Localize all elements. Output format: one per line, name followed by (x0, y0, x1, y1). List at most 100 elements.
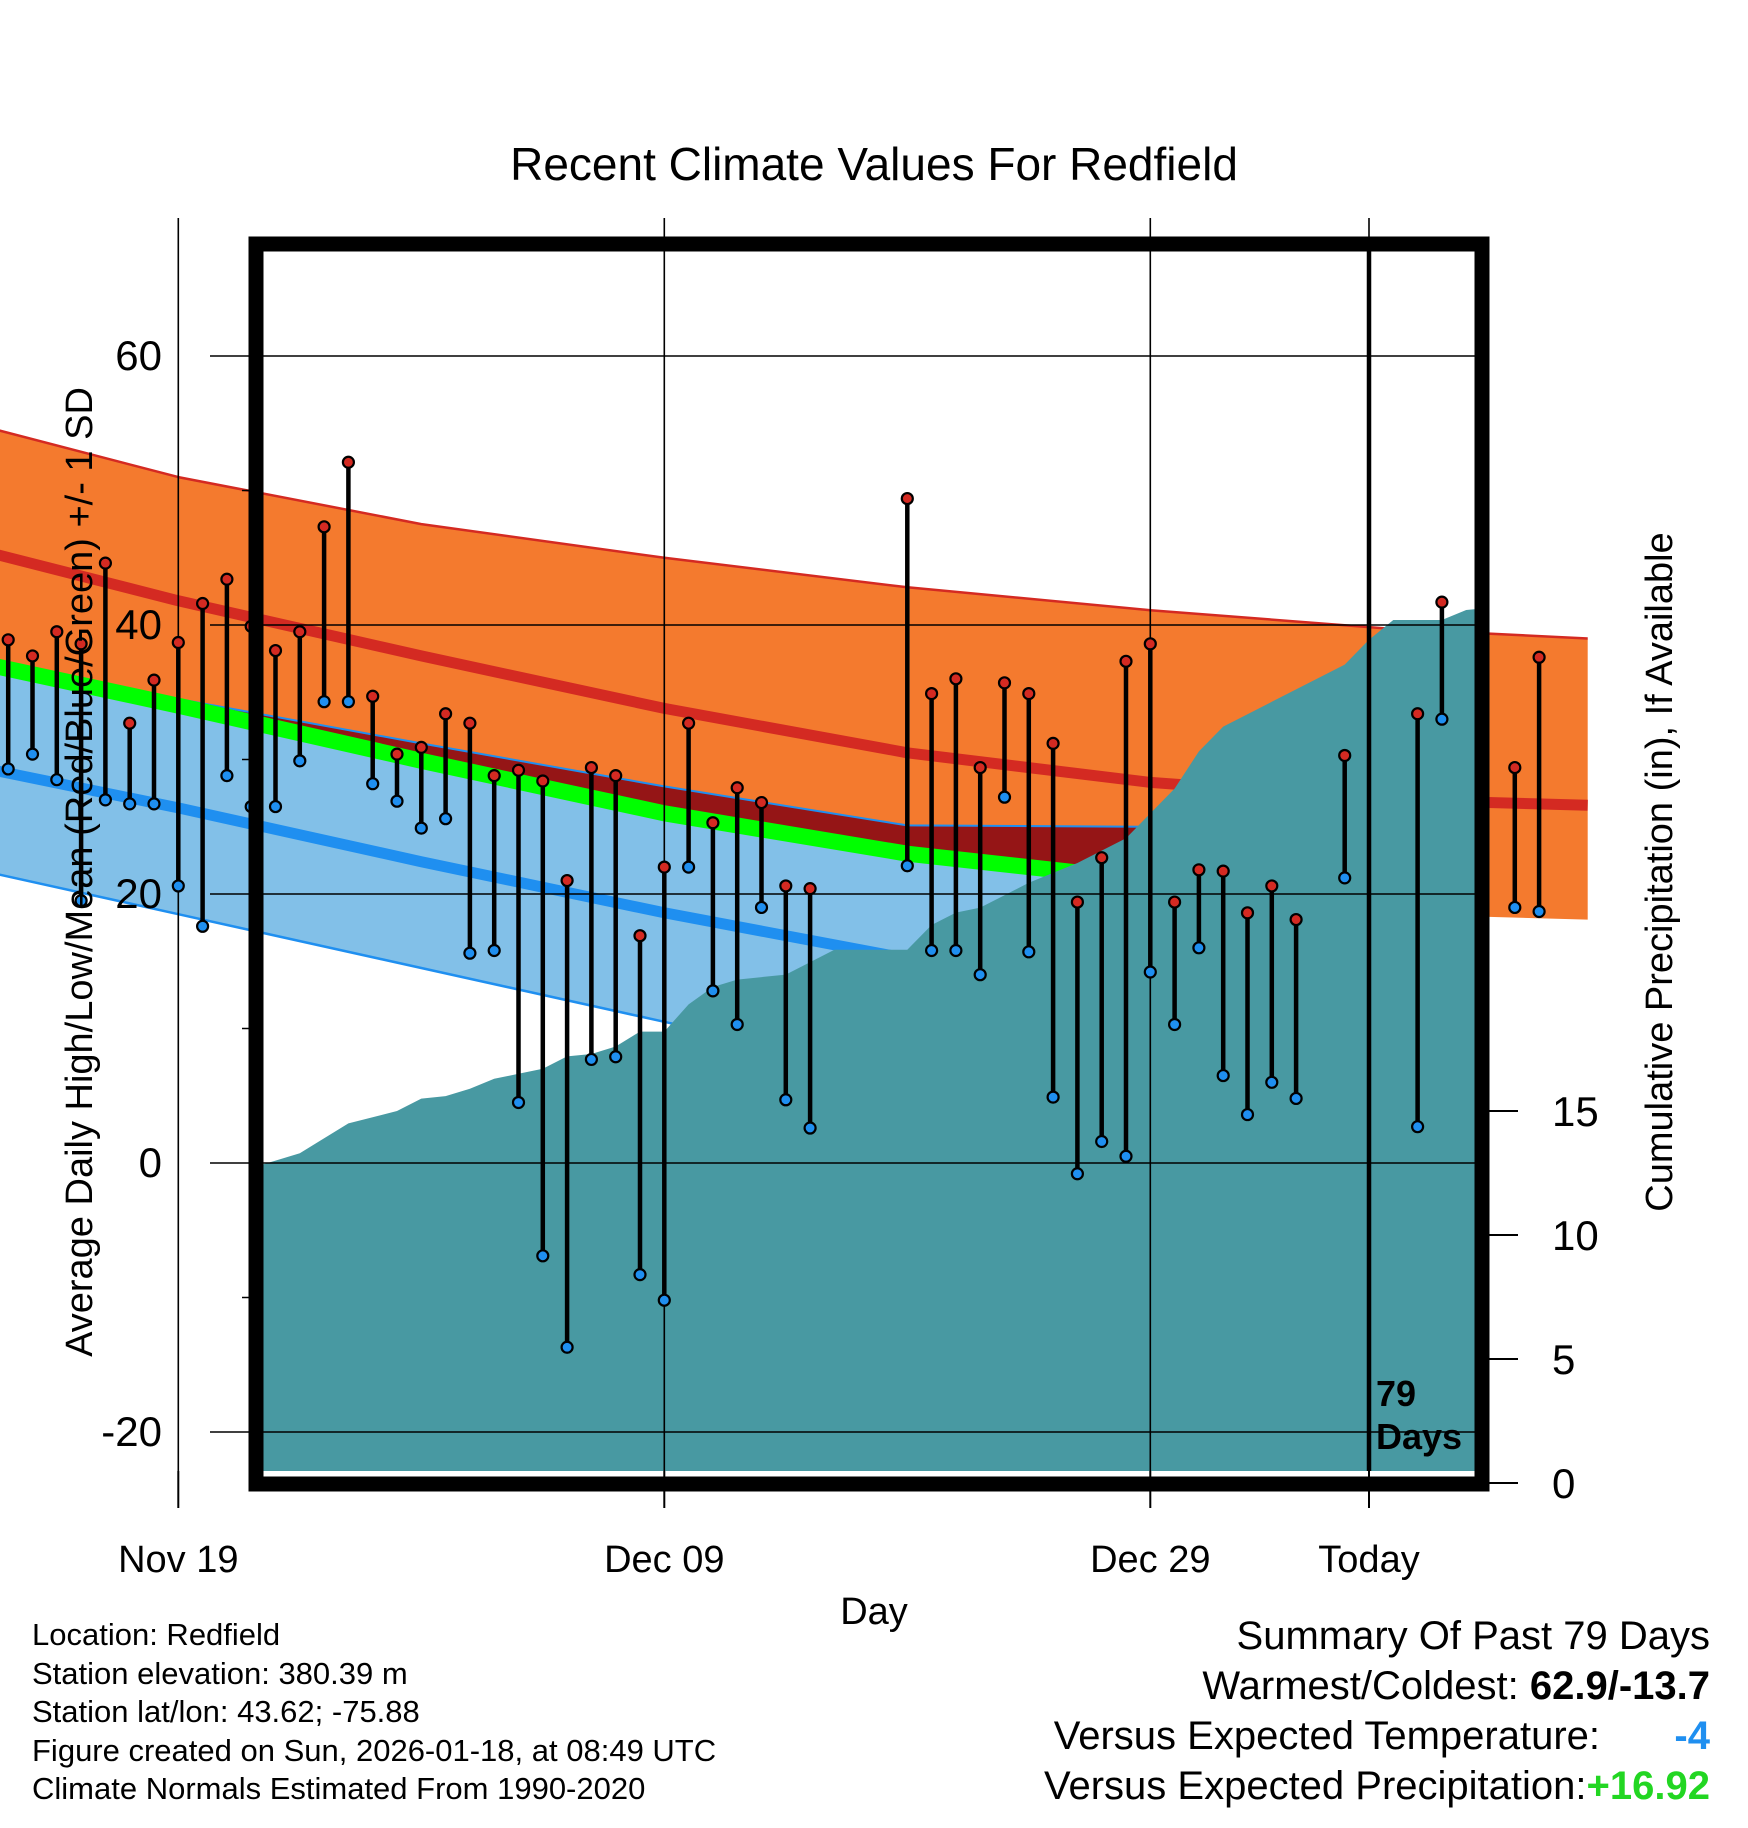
observation-high-point (924, 686, 939, 701)
observation-high-point (560, 873, 574, 888)
observation-high-point (439, 707, 453, 721)
days-count-number: 79 (1376, 1373, 1416, 1414)
x-tick-label: Today (1318, 1539, 1419, 1581)
y-tick-label-left: -20 (101, 1408, 162, 1455)
observation-low-point (439, 812, 453, 826)
observation-low-point (536, 1249, 550, 1263)
observation-low-point (949, 943, 963, 958)
observation-high-point (1289, 912, 1303, 927)
observation-high-point (997, 676, 1012, 690)
temp-label: Versus Expected Temperature: (1053, 1714, 1600, 1758)
observation-low-point (657, 1293, 671, 1307)
observation-low-point (487, 943, 501, 958)
warmest-coldest-value: 62.9/-13.7 (1529, 1664, 1710, 1708)
observation-high-point (1216, 864, 1230, 878)
y-tick-label-right: 0 (1552, 1460, 1575, 1507)
normals-text: Climate Normals Estimated From 1990-2020 (32, 1771, 646, 1806)
observation-low-point (997, 790, 1012, 804)
elevation-text: Station elevation: 380.39 m (32, 1655, 408, 1691)
observation-high-point (98, 556, 113, 570)
summary-title: Summary Of Past 79 Days (1236, 1614, 1710, 1658)
observation-low-point (50, 773, 64, 787)
observation-low-point (196, 919, 210, 933)
observation-high-point (1046, 736, 1060, 750)
observation-high-point (1, 633, 15, 647)
y-axis-label-left: Average Daily High/Low/Mean (Red/Blue/Gr… (59, 387, 101, 1357)
observation-high-point (463, 716, 477, 730)
y-axis-label-right: Cumulative Precipitation (in), If Availa… (1639, 532, 1681, 1211)
observation-high-point (341, 455, 355, 469)
y-tick-label-right: 15 (1552, 1088, 1599, 1135)
observation-low-point (803, 1121, 817, 1135)
observation-low-point (1338, 871, 1352, 885)
observation-high-point (900, 491, 914, 506)
observation-low-point (25, 747, 40, 761)
observation-low-point (779, 1093, 793, 1107)
precipitation-area (256, 607, 1482, 1471)
observation-high-point (1192, 863, 1206, 877)
observation-high-point (1070, 895, 1085, 909)
observation-high-point (973, 760, 987, 775)
observation-low-point (511, 1095, 526, 1110)
observation-high-point (779, 879, 793, 893)
observation-low-point (1046, 1090, 1060, 1104)
observation-low-point (74, 894, 88, 908)
observation-high-point (390, 747, 404, 761)
observation-low-point (1022, 945, 1036, 959)
observation-low-point (123, 797, 137, 811)
observation-low-point (973, 968, 987, 982)
created-text: Figure created on Sun, 2026-01-18, at 08… (32, 1732, 717, 1768)
observation-low-point (1167, 1017, 1182, 1032)
observation-low-point (560, 1340, 574, 1354)
x-tick-label: Dec 09 (604, 1539, 724, 1581)
observation-low-point (268, 799, 283, 814)
observation-low-point (1265, 1075, 1279, 1089)
y-tick-label-right: 5 (1552, 1336, 1575, 1383)
observation-low-point (366, 777, 380, 791)
observation-low-point (1070, 1167, 1085, 1181)
observation-high-point (1435, 595, 1449, 609)
observation-high-point (1167, 895, 1182, 909)
latlon-text: Station lat/lon: 43.62; -75.88 (32, 1694, 420, 1729)
x-tick-label: Nov 19 (118, 1539, 238, 1581)
chart-title: Recent Climate Values For Redfield (510, 138, 1238, 190)
observation-high-point (754, 795, 769, 810)
observation-low-point (98, 793, 113, 807)
observation-low-point (1, 762, 15, 776)
observation-high-point (50, 625, 64, 639)
observation-low-point (681, 860, 696, 874)
observation-low-point (1216, 1068, 1230, 1083)
observation-low-point (1508, 900, 1522, 915)
observation-low-point (220, 769, 234, 783)
precip-value: +16.92 (1586, 1764, 1710, 1808)
observation-high-point (317, 520, 331, 534)
observation-high-point (1265, 879, 1279, 893)
observation-high-point (74, 637, 88, 651)
observation-low-point (317, 695, 331, 709)
precip-label: Versus Expected Precipitation: (1044, 1764, 1587, 1808)
observation-low-point (1435, 712, 1449, 726)
observation-low-point (414, 821, 428, 835)
observation-high-point (1022, 686, 1036, 701)
observation-high-point (366, 689, 380, 703)
observation-high-point (268, 643, 283, 658)
y-tick-label-left: 0 (139, 1139, 162, 1186)
y-tick-label-right: 10 (1552, 1212, 1599, 1259)
observation-high-point (536, 774, 550, 788)
observation-high-point (949, 672, 963, 686)
observation-high-point (681, 716, 696, 730)
observation-low-point (1289, 1091, 1303, 1106)
observation-low-point (924, 943, 939, 958)
observation-low-point (754, 900, 769, 915)
days-count-label: Days (1376, 1416, 1462, 1457)
observation-high-point (414, 740, 428, 754)
observation-high-point (1095, 851, 1109, 865)
observation-low-point (1143, 965, 1157, 979)
normal-high-upper-line (0, 429, 1588, 640)
observation-low-point (633, 1268, 647, 1282)
observation-high-point (1240, 906, 1255, 920)
summary-warmest-coldest: Warmest/Coldest: 62.9/-13.7 (1044, 1661, 1710, 1711)
observation-high-point (293, 625, 307, 639)
